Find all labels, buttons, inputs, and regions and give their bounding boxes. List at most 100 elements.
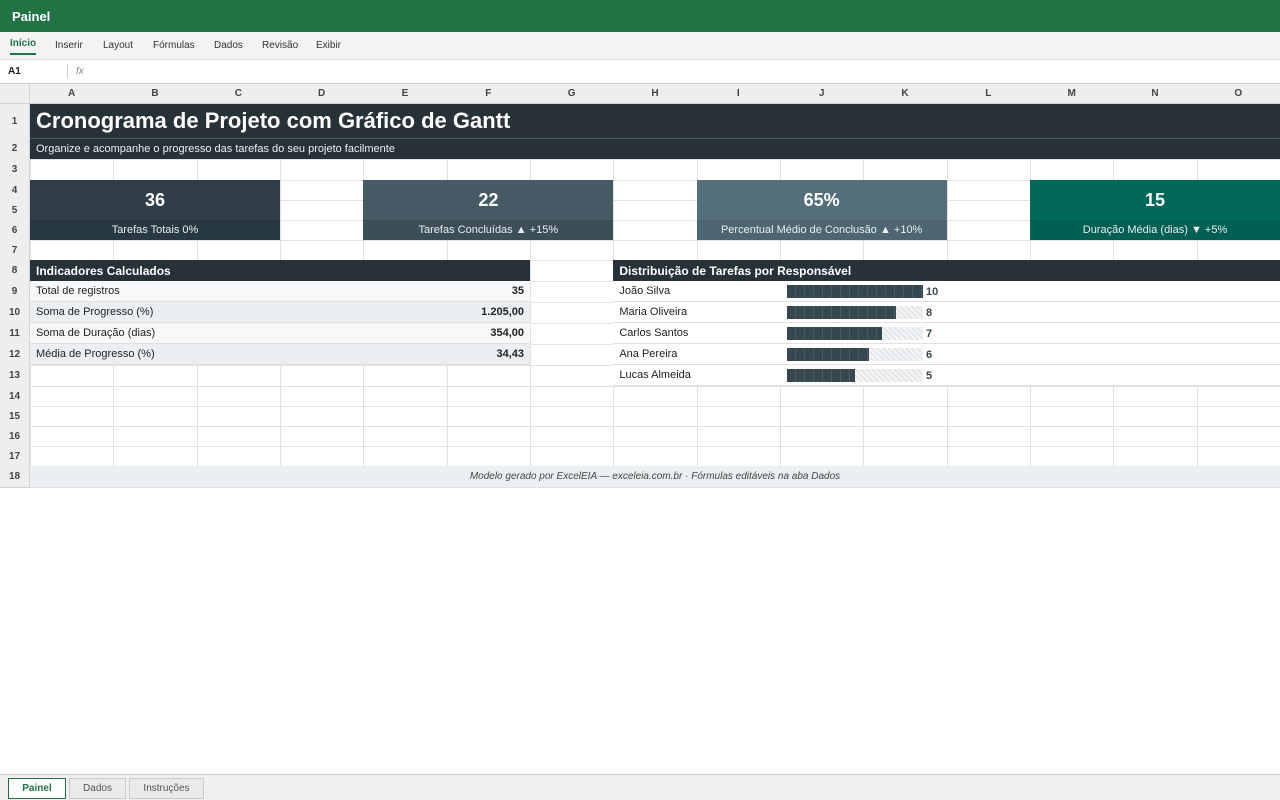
column-header[interactable]: G bbox=[530, 84, 615, 104]
kpi-label: Tarefas Concluídas ▲ +15% bbox=[363, 220, 614, 240]
grid-line bbox=[0, 446, 1280, 447]
row-header[interactable]: 6 bbox=[0, 220, 30, 241]
grid-line bbox=[0, 386, 1280, 387]
owner-name: Carlos Santos bbox=[613, 323, 1280, 344]
kpi-value: 22 bbox=[363, 180, 614, 220]
row-header[interactable]: 11 bbox=[0, 323, 30, 345]
column-header[interactable]: C bbox=[196, 84, 281, 104]
row-header[interactable]: 1 bbox=[0, 104, 30, 139]
bar-value: 5 bbox=[926, 369, 933, 382]
cell-ref[interactable]: A1 bbox=[8, 66, 21, 77]
kpi-label: Percentual Médio de Conclusão ▲ +10% bbox=[696, 220, 947, 240]
column-header[interactable]: M bbox=[1030, 84, 1115, 104]
section-header: Indicadores Calculados bbox=[30, 260, 530, 281]
row-header[interactable]: 2 bbox=[0, 138, 30, 160]
row-header[interactable]: 3 bbox=[0, 159, 30, 181]
bar-value: 7 bbox=[926, 327, 933, 340]
formula-bar: A1 fx bbox=[0, 60, 1280, 84]
row-header[interactable]: 5 bbox=[0, 200, 30, 221]
row-header[interactable]: 18 bbox=[0, 466, 30, 488]
column-header[interactable]: J bbox=[780, 84, 865, 104]
column-header[interactable]: L bbox=[946, 84, 1031, 104]
bar bbox=[787, 306, 896, 319]
bar bbox=[787, 327, 883, 340]
column-header[interactable]: K bbox=[863, 84, 948, 104]
row-header[interactable]: 8 bbox=[0, 260, 30, 282]
row-header[interactable]: 12 bbox=[0, 344, 30, 366]
owner-name: João Silva bbox=[613, 281, 1280, 302]
row-header[interactable]: 15 bbox=[0, 406, 30, 427]
indicator-value: 1.205,00 bbox=[280, 302, 530, 323]
row-header[interactable]: 17 bbox=[0, 446, 30, 467]
column-header[interactable]: D bbox=[280, 84, 365, 104]
indicator-label: Soma de Duração (dias) bbox=[30, 323, 280, 344]
bar-value: 10 bbox=[926, 285, 939, 298]
indicator-label: Média de Progresso (%) bbox=[30, 344, 280, 365]
row-header[interactable]: 10 bbox=[0, 302, 30, 324]
indicator-label: Total de registros bbox=[30, 281, 280, 302]
ribbon-tab[interactable]: Fórmulas bbox=[153, 40, 195, 51]
ribbon-tab[interactable]: Revisão bbox=[262, 40, 299, 51]
column-header[interactable]: H bbox=[613, 84, 698, 104]
sheet-tabs: Painel Dados Instruções bbox=[0, 774, 1280, 800]
column-header[interactable]: N bbox=[1113, 84, 1198, 104]
kpi-value: 36 bbox=[30, 180, 280, 220]
column-header[interactable]: O bbox=[1196, 84, 1280, 104]
divider bbox=[67, 64, 68, 78]
owner-name: Maria Oliveira bbox=[613, 302, 1280, 323]
ribbon-tab[interactable]: Início bbox=[10, 38, 37, 55]
row-header[interactable]: 4 bbox=[0, 180, 30, 201]
bar bbox=[787, 369, 855, 382]
sheet-tab[interactable]: Painel bbox=[8, 778, 66, 799]
ribbon-tab[interactable]: Layout bbox=[103, 40, 134, 51]
kpi-value: 65% bbox=[696, 180, 947, 220]
section-header: Distribuição de Tarefas por Responsável bbox=[613, 260, 1280, 281]
app-title: Painel bbox=[0, 0, 1280, 32]
grid-line bbox=[0, 487, 1280, 488]
column-header[interactable]: I bbox=[696, 84, 781, 104]
ribbon-tab[interactable]: Exibir bbox=[316, 40, 342, 51]
owner-name: Ana Pereira bbox=[613, 344, 1280, 365]
kpi-value: 15 bbox=[1030, 180, 1280, 220]
row-header[interactable]: 14 bbox=[0, 386, 30, 407]
corner bbox=[0, 84, 30, 104]
sheet-tab[interactable]: Instruções bbox=[129, 778, 204, 799]
footer-note: Modelo gerado por ExcelEIA — exceleia.co… bbox=[30, 466, 1280, 487]
grid-line bbox=[0, 180, 1280, 181]
indicator-value: 354,00 bbox=[280, 323, 530, 344]
bar bbox=[787, 348, 869, 361]
sheet-tab[interactable]: Dados bbox=[69, 778, 126, 799]
ribbon-tab[interactable]: Dados bbox=[214, 40, 243, 51]
column-header[interactable]: E bbox=[363, 84, 448, 104]
grid-line bbox=[530, 104, 531, 487]
row-header[interactable]: 13 bbox=[0, 365, 30, 387]
grid-line bbox=[0, 406, 1280, 407]
column-header[interactable]: B bbox=[113, 84, 198, 104]
column-header[interactable]: A bbox=[30, 84, 115, 104]
sheet-title: Cronograma de Projeto com Gráfico de Gan… bbox=[30, 104, 1280, 138]
kpi-label: Tarefas Totais 0% bbox=[30, 220, 280, 240]
column-header[interactable]: F bbox=[446, 84, 531, 104]
grid-line bbox=[0, 220, 1280, 221]
row-header[interactable]: 9 bbox=[0, 281, 30, 303]
owner-name: Lucas Almeida bbox=[613, 365, 1280, 386]
bar-value: 6 bbox=[926, 348, 933, 361]
sheet-grid: A B C D E F G H I J K L M N O 1 2 3 4 5 6 7 8 9 10 11 12 13 14 15 16 17… bbox=[0, 84, 1280, 488]
grid-line bbox=[0, 159, 1280, 160]
indicator-value: 34,43 bbox=[280, 344, 530, 365]
ribbon-tab[interactable]: Inserir bbox=[55, 40, 83, 51]
grid-line bbox=[0, 426, 1280, 427]
fx-label: fx bbox=[76, 66, 84, 77]
grid-line bbox=[0, 240, 1280, 241]
indicator-value: 35 bbox=[280, 281, 530, 302]
row-header[interactable]: 16 bbox=[0, 426, 30, 447]
bar bbox=[787, 285, 923, 298]
sheet-subtitle: Organize e acompanhe o progresso das tar… bbox=[30, 138, 1280, 159]
kpi-label: Duração Média (dias) ▼ +5% bbox=[1030, 220, 1280, 240]
ribbon: Início Inserir Layout Fórmulas Dados Revisão E… bbox=[0, 32, 1280, 60]
indicator-label: Soma de Progresso (%) bbox=[30, 302, 280, 323]
bar-value: 8 bbox=[926, 306, 933, 319]
grid-line bbox=[0, 200, 1280, 201]
row-header[interactable]: 7 bbox=[0, 240, 30, 261]
